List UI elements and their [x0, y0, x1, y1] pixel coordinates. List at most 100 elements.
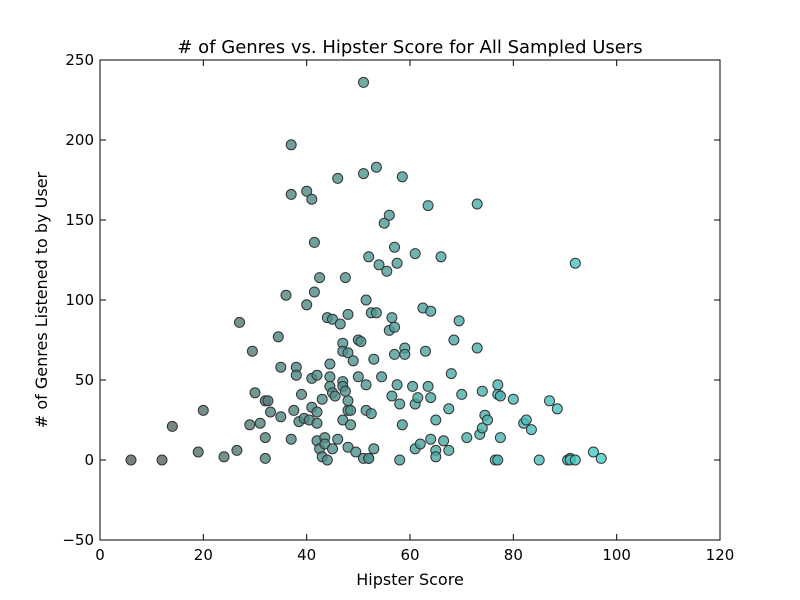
- data-point: [218, 451, 230, 463]
- y-axis-title: # of Genres Listened to by User: [32, 171, 51, 428]
- data-point: [378, 217, 390, 229]
- data-point: [368, 443, 380, 455]
- data-point: [275, 361, 287, 373]
- data-point: [352, 371, 364, 383]
- data-point: [321, 454, 333, 466]
- data-point: [360, 294, 372, 306]
- data-point: [389, 241, 400, 253]
- data-point: [492, 379, 504, 391]
- data-point: [347, 355, 359, 367]
- data-point: [587, 446, 599, 458]
- data-point: [383, 209, 395, 221]
- data-point: [285, 188, 297, 200]
- data-point: [337, 414, 349, 426]
- data-point: [425, 433, 437, 445]
- data-point: [332, 172, 344, 184]
- data-point: [438, 435, 450, 447]
- data-point: [399, 348, 411, 360]
- data-point: [520, 414, 532, 426]
- data-point: [422, 200, 434, 212]
- data-point: [365, 408, 377, 420]
- data-point: [288, 404, 300, 416]
- data-point: [430, 414, 442, 426]
- data-point: [345, 404, 357, 416]
- data-point: [569, 257, 581, 269]
- data-point: [311, 369, 323, 381]
- data-point: [339, 272, 351, 284]
- data-point: [551, 403, 563, 415]
- data-point: [533, 454, 545, 466]
- data-point: [425, 305, 437, 317]
- data-point: [412, 392, 424, 404]
- data-point: [381, 265, 393, 277]
- data-point: [409, 248, 421, 260]
- data-point: [358, 168, 369, 180]
- data-point: [197, 404, 209, 416]
- data-point: [363, 452, 375, 464]
- data-point: [339, 385, 351, 397]
- data-point: [386, 312, 398, 324]
- data-point: [290, 369, 302, 381]
- y-tick-label: 100: [65, 291, 94, 309]
- y-tick-label: 200: [65, 131, 94, 149]
- data-point: [166, 420, 178, 432]
- data-point: [389, 348, 400, 360]
- x-axis-title: Hipster Score: [356, 570, 464, 589]
- x-tick-label: 120: [706, 546, 735, 564]
- data-point: [259, 452, 271, 464]
- data-point: [125, 454, 137, 466]
- data-point: [334, 318, 346, 330]
- y-tick-label: 0: [84, 451, 94, 469]
- x-tick-label: 20: [194, 546, 213, 564]
- data-point: [308, 236, 320, 248]
- data-point: [430, 451, 442, 463]
- data-point: [525, 424, 537, 436]
- data-point: [280, 289, 292, 301]
- data-point: [370, 307, 382, 319]
- data-point: [544, 395, 555, 407]
- data-point: [394, 454, 406, 466]
- y-tick-label: 250: [65, 51, 94, 69]
- data-point: [386, 390, 398, 402]
- data-point: [394, 398, 406, 410]
- data-point: [301, 185, 313, 197]
- data-point: [246, 345, 258, 357]
- data-point: [389, 321, 400, 333]
- data-point: [234, 316, 245, 328]
- data-point: [494, 390, 506, 402]
- x-tick-label: 40: [297, 546, 316, 564]
- data-point: [595, 452, 607, 464]
- data-point: [360, 379, 372, 391]
- data-point: [311, 406, 323, 418]
- data-point: [259, 432, 271, 444]
- points-layer: [125, 76, 607, 466]
- data-point: [435, 251, 447, 263]
- data-point: [476, 385, 488, 397]
- data-point: [345, 419, 357, 431]
- data-point: [407, 380, 419, 392]
- data-point: [453, 315, 465, 327]
- data-point: [350, 446, 362, 458]
- data-point: [396, 419, 408, 431]
- data-point: [254, 417, 266, 429]
- data-point: [244, 419, 256, 431]
- data-point: [272, 331, 284, 343]
- data-point: [422, 380, 434, 392]
- data-point: [368, 353, 380, 365]
- data-point: [420, 345, 431, 357]
- data-point: [358, 76, 369, 88]
- data-point: [391, 257, 403, 269]
- data-point: [314, 272, 326, 284]
- data-point: [301, 299, 313, 311]
- data-point: [231, 444, 243, 456]
- data-point: [363, 251, 375, 263]
- data-point: [342, 441, 354, 453]
- x-tick-label: 100: [602, 546, 631, 564]
- data-point: [308, 286, 320, 298]
- data-point: [355, 336, 367, 348]
- x-tick-label: 60: [400, 546, 419, 564]
- data-point: [494, 432, 506, 444]
